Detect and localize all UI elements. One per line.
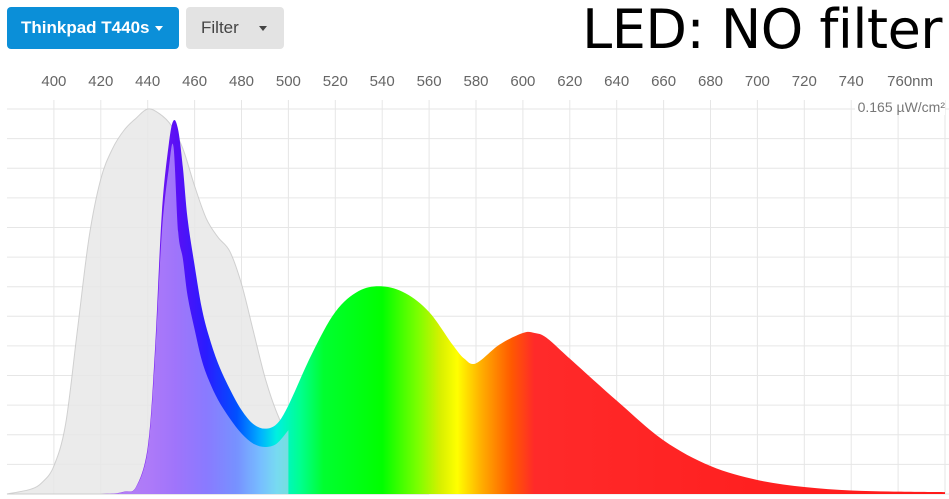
x-tick-label: 680 xyxy=(697,73,724,90)
chevron-down-icon xyxy=(258,25,267,31)
current-spectrum-area xyxy=(7,119,945,494)
x-tick-label: 460 xyxy=(182,73,208,90)
toolbar: Thinkpad T440s Filter xyxy=(7,7,284,49)
x-tick-label: 640 xyxy=(604,73,630,90)
chart-title: LED: NO filter xyxy=(582,0,942,61)
violet-fade-overlay xyxy=(7,143,289,494)
x-tick-label: 560 xyxy=(416,73,442,90)
x-tick-label: 420 xyxy=(88,73,114,90)
device-dropdown-button[interactable]: Thinkpad T440s xyxy=(7,7,179,49)
x-tick-label: 720 xyxy=(791,73,817,90)
x-tick-label: 520 xyxy=(322,73,348,90)
x-tick-label: 620 xyxy=(557,73,583,90)
filter-dropdown-button[interactable]: Filter xyxy=(186,7,284,49)
x-tick-label: 440 xyxy=(135,73,161,90)
x-tick-label: 480 xyxy=(228,73,255,90)
device-dropdown-label: Thinkpad T440s xyxy=(21,18,150,37)
x-tick-label: 580 xyxy=(463,73,489,90)
x-tick-label: 660 xyxy=(651,73,677,90)
x-tick-label: 740 xyxy=(838,73,864,90)
x-tick-label: 500 xyxy=(275,73,301,90)
x-tick-label: 540 xyxy=(369,73,395,90)
x-tick-label: 600 xyxy=(510,73,536,90)
x-tick-label: 760nm xyxy=(887,73,934,90)
x-tick-label: 400 xyxy=(41,73,67,90)
y-axis-max-label: 0.165 µW/cm² xyxy=(854,99,945,115)
x-tick-label: 700 xyxy=(744,73,770,90)
filter-dropdown-label: Filter xyxy=(201,18,239,37)
chevron-down-icon xyxy=(155,25,164,31)
